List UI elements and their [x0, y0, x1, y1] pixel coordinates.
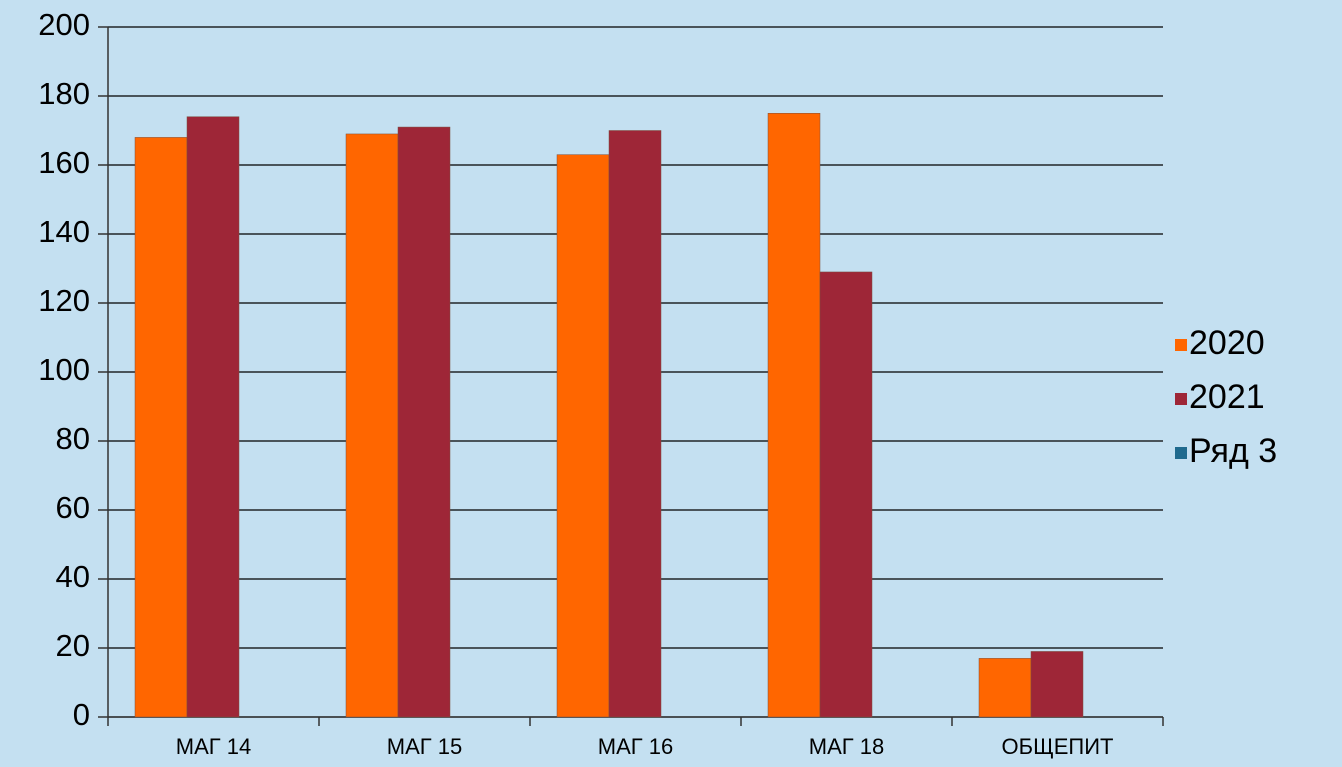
y-tick-label: 80: [56, 421, 90, 456]
bar: [767, 113, 821, 718]
bar: [1030, 651, 1084, 718]
bar: [397, 126, 451, 718]
y-tick-label: 60: [56, 490, 90, 525]
y-tick-label: 200: [38, 7, 90, 42]
bar: [608, 130, 662, 718]
y-tick-label: 40: [56, 559, 90, 594]
bar: [819, 271, 873, 718]
x-tick-label: МАГ 14: [176, 734, 252, 759]
legend-label: 2021: [1189, 378, 1265, 416]
y-tick-label: 120: [38, 283, 90, 318]
y-tick-label: 20: [56, 628, 90, 663]
legend-label: 2020: [1189, 324, 1265, 362]
legend-swatch: [1175, 447, 1187, 459]
bar: [978, 658, 1032, 718]
y-tick-label: 0: [73, 697, 90, 732]
y-tick-label: 160: [38, 145, 90, 180]
bar: [556, 154, 610, 718]
x-tick-label: МАГ 18: [809, 734, 885, 759]
x-tick-label: МАГ 15: [387, 734, 463, 759]
legend-swatch: [1175, 393, 1187, 405]
bar: [134, 137, 188, 718]
y-tick-label: 140: [38, 214, 90, 249]
bar: [186, 116, 240, 718]
bar: [345, 133, 399, 718]
y-tick-label: 180: [38, 76, 90, 111]
x-tick-label: МАГ 16: [598, 734, 674, 759]
legend-swatch: [1175, 339, 1187, 351]
legend-label: Ряд 3: [1189, 432, 1277, 470]
x-tick-label: ОБЩЕПИТ: [1002, 734, 1114, 759]
y-tick-label: 100: [38, 352, 90, 387]
